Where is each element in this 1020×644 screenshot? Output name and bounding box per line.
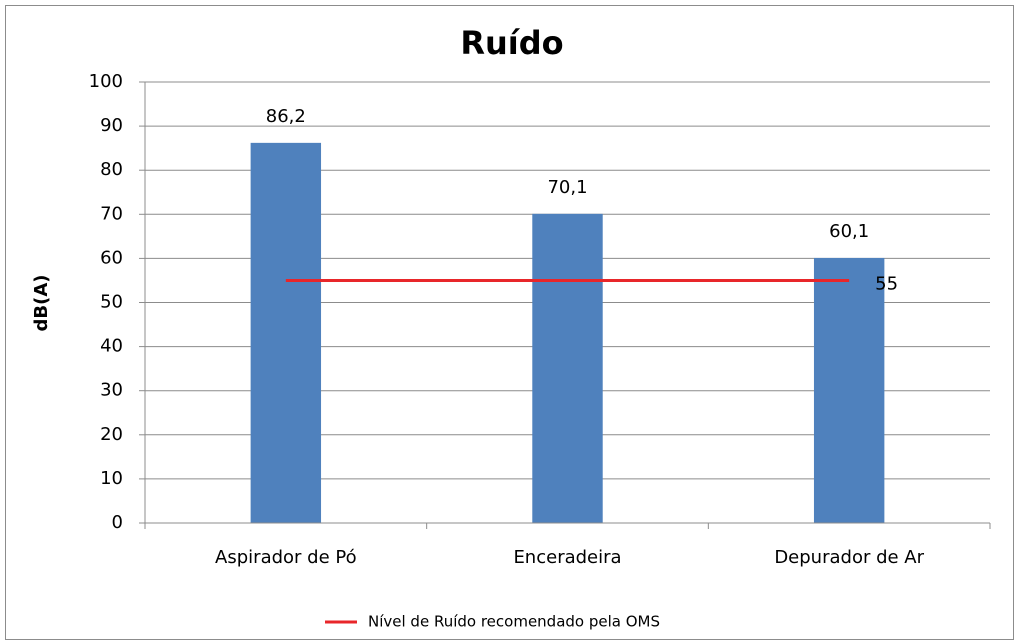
x-tick-label: Enceradeira	[513, 547, 621, 568]
bar	[532, 213, 603, 523]
bar-value-label: 86,2	[266, 106, 306, 127]
y-tick-label: 100	[89, 71, 123, 92]
y-tick-label: 40	[100, 336, 123, 357]
y-tick-label: 50	[100, 292, 123, 313]
x-tick-label: Depurador de Ar	[774, 547, 924, 568]
legend-label: Nível de Ruído recomendado pela OMS	[368, 613, 660, 631]
y-tick-label: 0	[112, 512, 123, 533]
y-axis-label: dB(A)	[31, 275, 52, 332]
y-tick-label: 70	[100, 203, 123, 224]
bar-value-label: 70,1	[547, 177, 587, 198]
y-tick-label: 30	[100, 380, 123, 401]
y-tick-label: 60	[100, 247, 123, 268]
y-tick-label: 90	[100, 115, 123, 136]
bar	[250, 142, 322, 523]
y-tick-label: 20	[100, 424, 123, 445]
bar	[813, 257, 885, 523]
line-value-label: 55	[875, 273, 898, 294]
bar-value-label: 60,1	[829, 221, 869, 242]
x-tick-label: Aspirador de Pó	[215, 547, 357, 568]
chart-title: Ruído	[460, 24, 563, 62]
y-tick-label: 80	[100, 159, 123, 180]
y-tick-label: 10	[100, 468, 123, 489]
